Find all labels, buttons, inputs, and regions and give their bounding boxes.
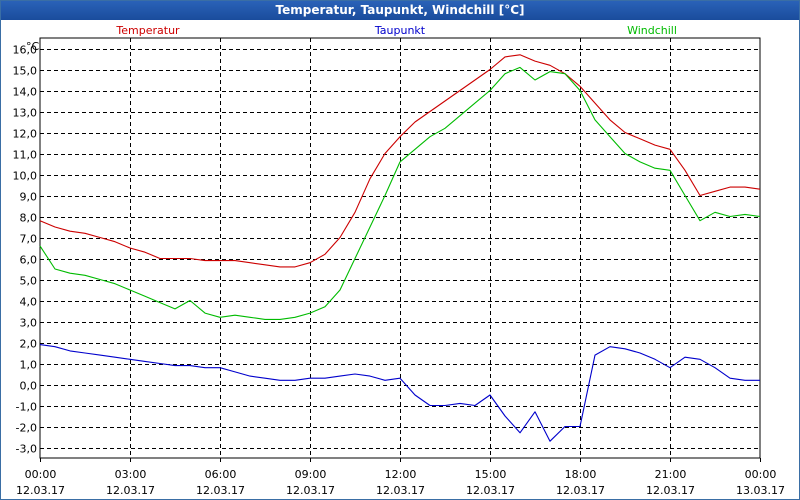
y-tick-label: -3,0 (16, 443, 37, 456)
x-tick-date: 13.03.17 (736, 484, 785, 497)
y-tick-label: 7,0 (20, 233, 38, 246)
x-tick-time: 03:00 (115, 468, 147, 481)
x-tick-date: 12.03.17 (196, 484, 245, 497)
axes: 16,0 15,0 14,0 13,0 12,0 11,0 10,0 9,0 8,0 7,0 6,0… (13, 37, 785, 497)
y-tick-label: 6,0 (20, 254, 38, 267)
x-tick-time: 00:00 (25, 468, 57, 481)
x-tick-time: 15:00 (475, 468, 507, 481)
y-tick-label: 0,0 (20, 380, 38, 393)
y-tick-label: 16,0 (13, 44, 38, 57)
x-tick-date: 12.03.17 (376, 484, 425, 497)
x-tick-date: 12.03.17 (556, 484, 605, 497)
x-tick-date: 12.03.17 (466, 484, 515, 497)
legend-temperatur: Temperatur (115, 24, 180, 37)
y-axis-label: °C (26, 40, 40, 53)
y-tick-label: 3,0 (20, 317, 38, 330)
y-tick-label: 2,0 (20, 338, 38, 351)
y-tick-label: 8,0 (20, 212, 38, 225)
y-tick-label: 13,0 (13, 107, 38, 120)
x-tick-time: 09:00 (295, 468, 327, 481)
x-tick-date: 12.03.17 (16, 484, 65, 497)
y-tick-label: 10,0 (13, 170, 38, 183)
legend-windchill: Windchill (627, 24, 677, 37)
x-tick-date: 12.03.17 (286, 484, 335, 497)
x-tick-date: 12.03.17 (646, 484, 695, 497)
temperatur-line (39, 54, 761, 268)
y-tick-label: 4,0 (20, 296, 38, 309)
y-tick-label: 5,0 (20, 275, 38, 288)
windchill-line (39, 66, 761, 320)
legend-taupunkt: Taupunkt (374, 24, 426, 37)
y-tick-label: 11,0 (13, 149, 38, 162)
legend: Temperatur Taupunkt Windchill (115, 24, 677, 37)
grid (40, 38, 760, 458)
y-tick-label: 15,0 (13, 65, 38, 78)
y-tick-label: -2,0 (16, 422, 37, 435)
chart-title: Temperatur, Taupunkt, Windchill [°C] (1, 1, 799, 20)
y-tick-label: -1,0 (16, 401, 37, 414)
x-tick-date: 12.03.17 (106, 484, 155, 497)
series-lines (39, 54, 761, 442)
taupunkt-line (39, 344, 760, 442)
y-tick-label: 12,0 (13, 128, 38, 141)
x-tick-time: 00:00 (745, 468, 777, 481)
x-tick-time: 21:00 (655, 468, 687, 481)
y-tick-label: 9,0 (20, 191, 38, 204)
y-tick-label: 14,0 (13, 86, 38, 99)
x-tick-time: 18:00 (565, 468, 597, 481)
x-tick-time: 06:00 (205, 468, 237, 481)
x-tick-time: 12:00 (385, 468, 417, 481)
y-tick-label: 1,0 (20, 359, 38, 372)
